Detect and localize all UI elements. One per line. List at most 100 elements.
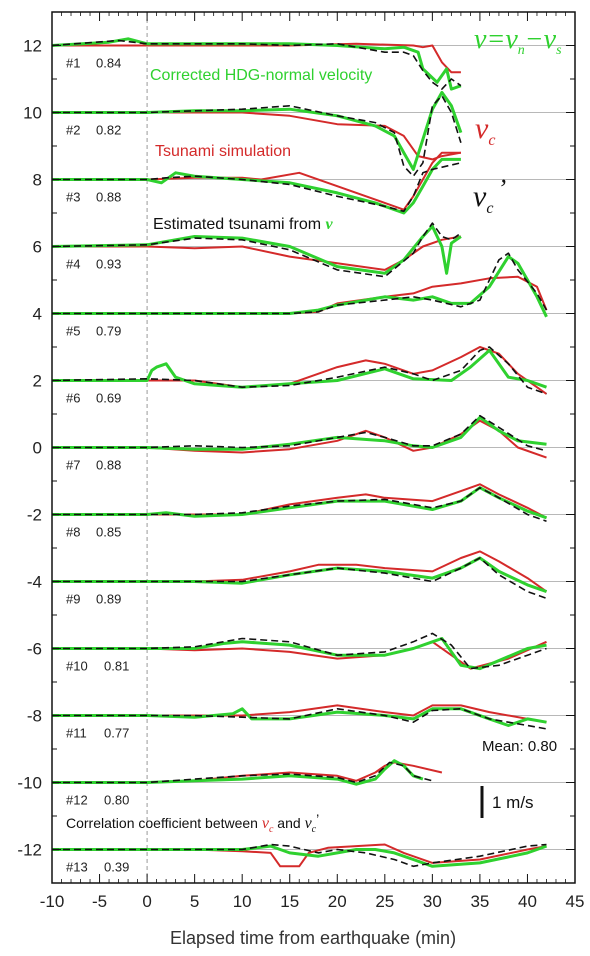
row-series-6 bbox=[51, 346, 548, 395]
row-correlation-value: 0.69 bbox=[96, 391, 121, 406]
row-number-label: #3 bbox=[66, 190, 80, 205]
black-series-line bbox=[52, 761, 433, 784]
y-tick-label: 4 bbox=[33, 305, 42, 324]
black-series-line bbox=[51, 222, 462, 278]
eq-vn: =v bbox=[486, 24, 518, 55]
scale-bar-label: 1 m/s bbox=[492, 793, 534, 812]
row-number-label: #5 bbox=[66, 324, 80, 339]
y-tick-label: -6 bbox=[27, 640, 42, 659]
corr-v1-sub: c bbox=[269, 824, 274, 835]
x-tick-label: 30 bbox=[423, 892, 442, 911]
x-axis-label: Elapsed time from earthquake (min) bbox=[170, 928, 456, 948]
red-series-line bbox=[52, 42, 461, 74]
y-tick-label: 0 bbox=[33, 439, 42, 458]
x-tick-labels: -10 -5 0 5 10 15 20 25 30 35 40 45 bbox=[40, 892, 585, 911]
corr-v2: v bbox=[305, 815, 313, 832]
black-series-line bbox=[52, 843, 547, 868]
row-series-9 bbox=[52, 550, 548, 600]
corr-v1: v bbox=[262, 815, 270, 832]
black-series-line bbox=[52, 252, 548, 315]
green-series-line bbox=[52, 707, 547, 727]
x-tick-label: -10 bbox=[40, 892, 65, 911]
green-series-label: Corrected HDG-normal velocity bbox=[150, 67, 372, 84]
x-tick-label: 10 bbox=[233, 892, 252, 911]
row-number-label: #9 bbox=[66, 592, 80, 607]
row-correlation-value: 0.84 bbox=[96, 56, 121, 71]
corr-v2-sub: c bbox=[312, 824, 317, 835]
row-number-label: #11 bbox=[66, 726, 87, 741]
black-series-line bbox=[52, 95, 462, 177]
vcp-prime: ’ bbox=[497, 174, 506, 203]
row-number-label: #2 bbox=[66, 123, 80, 138]
green-series-line bbox=[52, 759, 424, 786]
black-series-line bbox=[52, 632, 547, 670]
eq-vs: −v bbox=[525, 24, 557, 55]
y-tick-label: 2 bbox=[33, 372, 42, 391]
row-series-11 bbox=[52, 704, 547, 730]
red-series-line bbox=[52, 235, 462, 271]
row-correlation-value: 0.89 bbox=[96, 592, 121, 607]
corr-prefix: Correlation coefficient between bbox=[66, 815, 262, 831]
red-series-label: Tsunami simulation bbox=[155, 143, 291, 160]
black-series-label-var: v bbox=[326, 216, 334, 233]
row-correlation-value: 0.80 bbox=[104, 793, 129, 808]
row-correlation-value: 0.81 bbox=[104, 659, 129, 674]
y-tick-label: 12 bbox=[23, 37, 42, 56]
vc-label: vc bbox=[475, 112, 495, 149]
green-series-line bbox=[51, 224, 462, 275]
row-correlation-value: 0.93 bbox=[96, 257, 121, 272]
row-number-label: #13 bbox=[66, 860, 88, 875]
row-number-label: #12 bbox=[66, 793, 88, 808]
row-series-4 bbox=[51, 222, 462, 278]
black-series-line bbox=[51, 39, 462, 90]
x-tick-label: 5 bbox=[190, 892, 199, 911]
row-correlation-value: 0.85 bbox=[96, 525, 121, 540]
green-series-line bbox=[52, 255, 548, 318]
row-number-label: #8 bbox=[66, 525, 80, 540]
corr-v2-prime: ’ bbox=[316, 811, 319, 827]
row-number-label: #1 bbox=[66, 56, 80, 71]
x-tick-label: 35 bbox=[470, 892, 489, 911]
black-series-line bbox=[52, 486, 547, 522]
vc-prime-label: vc’ bbox=[473, 174, 506, 217]
green-series-line bbox=[51, 37, 462, 91]
x-tick-label: 40 bbox=[518, 892, 537, 911]
row-correlation-value: 0.39 bbox=[104, 860, 129, 875]
black-series-label: Estimated tsunami from v bbox=[153, 216, 334, 233]
vcp-sub: c bbox=[486, 200, 493, 217]
x-tick-label: 20 bbox=[328, 892, 347, 911]
row-correlation-value: 0.88 bbox=[96, 190, 121, 205]
x-tick-label: 0 bbox=[142, 892, 151, 911]
red-series-line bbox=[52, 151, 461, 211]
row-correlation-value: 0.88 bbox=[96, 458, 121, 473]
x-tick-label: 45 bbox=[566, 892, 585, 911]
black-series-line bbox=[52, 708, 547, 730]
y-tick-label: 6 bbox=[33, 238, 42, 257]
row-labels: #1 0.84 #2 0.82 #3 0.88 #4 0.93 #5 0.79 #6 0.69 #7 0.… bbox=[66, 56, 129, 875]
green-series-line bbox=[52, 415, 547, 451]
y-tick-labels: 12 10 8 6 4 2 0 -2 -4 -6 -8 -10 -12 bbox=[17, 37, 42, 860]
black-series-line bbox=[52, 414, 547, 452]
black-series-label-prefix: Estimated tsunami from bbox=[153, 216, 326, 233]
red-series-line bbox=[52, 704, 547, 724]
eq-sub-n: n bbox=[518, 43, 525, 58]
velocity-equation: v=vn−vs bbox=[474, 24, 562, 58]
row-number-label: #4 bbox=[66, 257, 80, 272]
x-tick-label: -5 bbox=[92, 892, 107, 911]
x-tick-label: 15 bbox=[280, 892, 299, 911]
black-series-line bbox=[52, 162, 462, 213]
row-series-1 bbox=[51, 37, 462, 91]
vcp-main: v bbox=[473, 180, 487, 213]
row-correlation-value: 0.82 bbox=[96, 123, 121, 138]
row-number-label: #6 bbox=[66, 391, 80, 406]
row-correlation-value: 0.77 bbox=[104, 726, 129, 741]
y-tick-label: -4 bbox=[27, 573, 42, 592]
correlation-label: Correlation coefficient between vc and v… bbox=[66, 811, 319, 835]
eq-sub-s: s bbox=[556, 43, 562, 58]
green-series-line bbox=[52, 556, 547, 594]
row-number-label: #10 bbox=[66, 659, 88, 674]
row-series-13 bbox=[52, 843, 548, 868]
black-series-line bbox=[52, 557, 547, 600]
